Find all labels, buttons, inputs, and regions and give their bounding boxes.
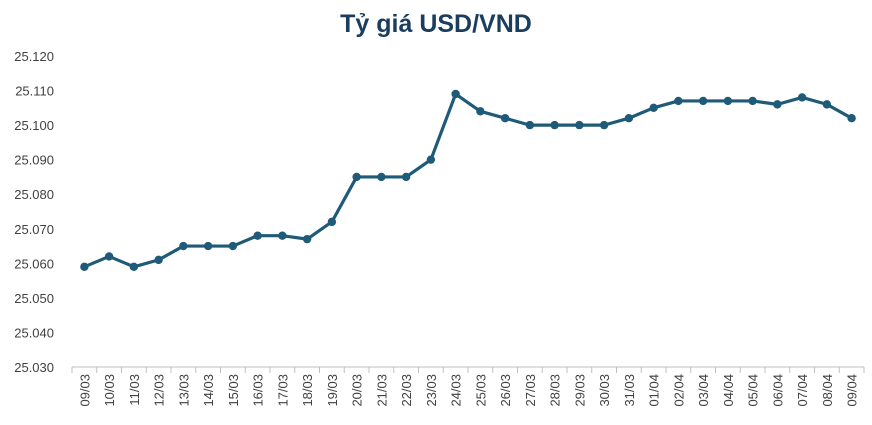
- data-point: [550, 120, 559, 130]
- data-point: [352, 172, 361, 182]
- y-tick-label: 25.080: [14, 187, 54, 202]
- x-tick-label: 28/03: [548, 374, 563, 407]
- data-point: [278, 231, 287, 240]
- x-tick-label: 04/04: [721, 374, 736, 407]
- data-point: [599, 120, 609, 130]
- x-tick-label: 12/03: [152, 374, 167, 407]
- data-point: [154, 255, 163, 265]
- y-tick-label: 25.110: [15, 84, 54, 99]
- x-tick-label: 07/04: [795, 374, 810, 407]
- data-point: [253, 231, 262, 240]
- x-tick-label: 29/03: [572, 374, 587, 407]
- x-tick-label: 18/03: [300, 374, 315, 407]
- x-tick-label: 05/04: [746, 374, 761, 407]
- x-tick-label: 21/03: [374, 374, 389, 407]
- data-point: [80, 262, 89, 271]
- x-tick-label: 15/03: [226, 374, 241, 407]
- x-tick-label: 31/03: [622, 374, 637, 407]
- y-tick-label: 25.070: [14, 222, 54, 237]
- series-line: [82, 92, 854, 269]
- x-tick-label: 22/03: [399, 374, 414, 407]
- data-point: [228, 241, 238, 251]
- series-points: [80, 89, 856, 271]
- data-point: [302, 234, 312, 244]
- x-axis-ticks: [71, 367, 865, 373]
- x-tick-label: 17/03: [275, 374, 290, 407]
- data-point: [327, 217, 337, 227]
- x-tick-label: 10/03: [102, 374, 117, 407]
- data-point: [451, 89, 460, 99]
- data-point: [129, 262, 139, 271]
- x-axis-labels: 09/03 10/03 11/03 12/03 13/03 14/03 15/03 16/03…: [77, 374, 859, 407]
- data-point: [822, 100, 832, 109]
- data-point: [674, 96, 683, 106]
- data-point: [500, 114, 510, 123]
- data-point: [624, 114, 634, 123]
- x-tick-label: 20/03: [350, 374, 365, 407]
- x-tick-label: 30/03: [597, 374, 612, 407]
- x-tick-label: 27/03: [523, 374, 538, 407]
- data-point: [525, 120, 535, 130]
- chart-title: Tỷ giá USD/VND: [340, 10, 532, 38]
- data-point: [649, 103, 658, 113]
- x-tick-label: 13/03: [176, 374, 191, 407]
- x-tick-label: 01/04: [647, 374, 662, 407]
- x-tick-label: 14/03: [201, 374, 216, 407]
- y-tick-label: 25.030: [14, 360, 54, 375]
- data-point: [179, 241, 188, 251]
- y-tick-label: 25.060: [14, 256, 54, 271]
- data-point: [426, 155, 436, 164]
- x-tick-label: 08/04: [820, 374, 835, 407]
- data-point: [748, 96, 757, 106]
- data-point: [104, 252, 114, 261]
- y-tick-label: 25.040: [14, 325, 54, 340]
- data-point: [723, 96, 733, 106]
- x-tick-label: 02/04: [671, 374, 686, 407]
- data-point: [698, 96, 708, 106]
- data-point: [203, 241, 213, 251]
- x-tick-label: 23/03: [424, 374, 439, 407]
- x-tick-label: 11/03: [127, 374, 142, 406]
- y-axis-labels: 25.030 25.040 25.050 25.060 25.070 25.080 25.0…: [14, 49, 54, 375]
- x-tick-label: 09/03: [77, 374, 92, 407]
- y-tick-label: 25.050: [14, 291, 54, 306]
- y-tick-label: 25.100: [14, 118, 54, 133]
- x-tick-label: 25/03: [473, 374, 488, 407]
- data-point: [847, 114, 856, 123]
- data-point: [797, 93, 807, 102]
- data-point: [773, 100, 782, 109]
- x-tick-label: 24/03: [449, 374, 464, 407]
- data-point: [476, 107, 485, 116]
- x-tick-label: 06/04: [770, 374, 785, 407]
- y-tick-label: 25.090: [14, 153, 54, 168]
- x-tick-label: 09/04: [845, 374, 860, 407]
- y-tick-label: 25.120: [14, 49, 54, 64]
- data-point: [377, 172, 386, 182]
- x-tick-label: 16/03: [251, 374, 266, 407]
- x-tick-label: 03/04: [696, 374, 711, 407]
- x-tick-label: 19/03: [325, 374, 340, 407]
- data-point: [401, 172, 411, 182]
- data-point: [575, 120, 584, 130]
- x-tick-label: 26/03: [498, 374, 513, 407]
